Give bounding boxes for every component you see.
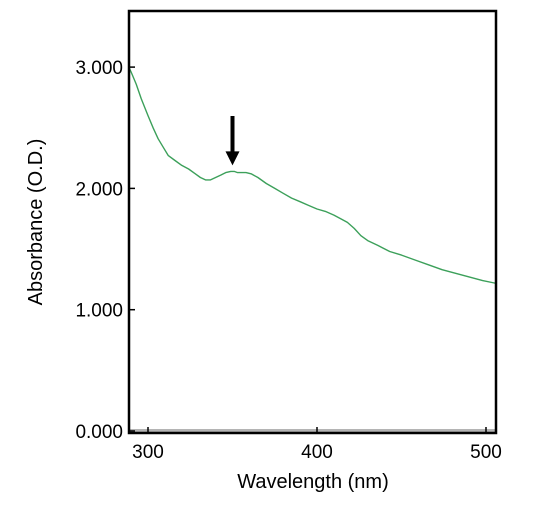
y-axis-label: Absorbance (O.D.) (25, 139, 47, 306)
y-tick-label: 3.000 (75, 58, 123, 79)
x-tick-label: 400 (301, 442, 333, 463)
y-tick-label: 1.000 (75, 301, 123, 322)
arrow-head (225, 151, 240, 166)
baseline-band (129, 429, 496, 433)
x-axis-label: Wavelength (nm) (237, 471, 389, 493)
plot-area (127, 9, 498, 435)
x-tick-label: 500 (470, 442, 502, 463)
series-line-0 (129, 65, 496, 285)
plot-frame (127, 9, 498, 435)
annotation-arrow-0 (225, 116, 240, 166)
y-tick-label: 2.000 (75, 179, 123, 200)
x-tick-label: 300 (132, 442, 164, 463)
y-tick-label: 0.000 (75, 422, 123, 443)
axis-ticks: 300 400 500 0.000 1.000 2.000 3.000 (75, 58, 501, 463)
